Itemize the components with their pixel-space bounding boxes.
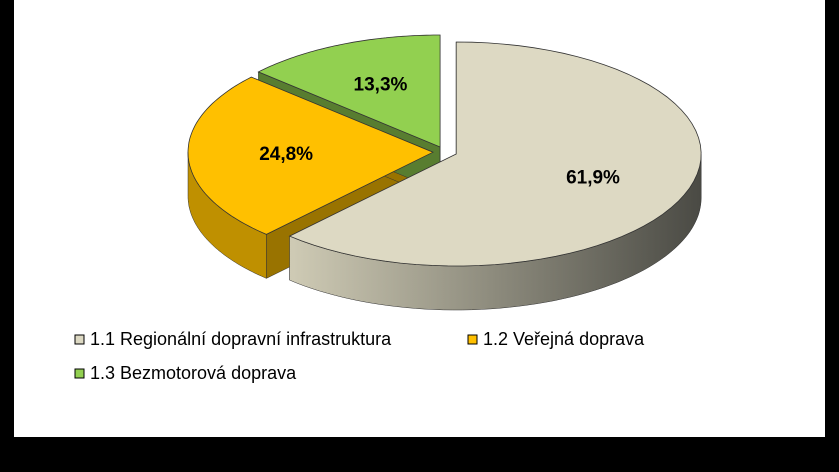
slice — [288, 41, 702, 267]
legend: 1.1 Regionální dopravní infrastruktura 1.… — [74, 329, 645, 383]
legend-label: 1.3 Bezmotorová doprava — [90, 363, 297, 383]
value-label: 24,8% — [259, 144, 313, 165]
slice — [187, 76, 434, 235]
value-label: 13,3% — [354, 75, 408, 96]
pie: 61,9% 24,8% 13,3% — [187, 34, 702, 311]
legend-swatch — [74, 334, 85, 345]
legend-label: 1.1 Regionální dopravní infrastruktura — [90, 329, 392, 349]
legend-label: 1.2 Veřejná doprava — [483, 329, 645, 349]
slice — [257, 34, 441, 148]
legend-swatch — [74, 368, 85, 379]
legend-swatch — [467, 334, 478, 345]
value-label: 61,9% — [566, 168, 620, 189]
